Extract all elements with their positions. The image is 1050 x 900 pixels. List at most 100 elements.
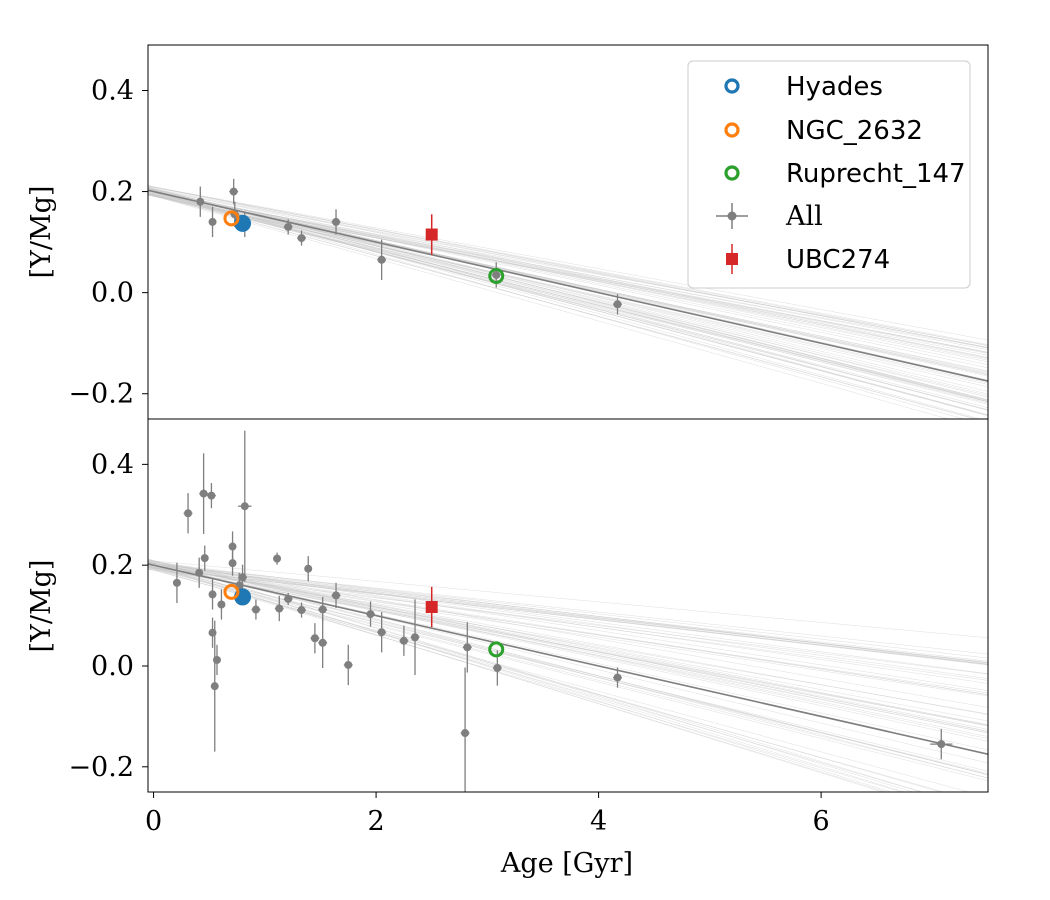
bottom-fit-sample-line: [148, 565, 988, 772]
top-y-axis: −0.2 0.0 0.2 0.4: [68, 75, 148, 410]
bottom-fit-sample-line: [148, 562, 988, 727]
x-axis-label: Age [Gyr]: [500, 848, 633, 879]
top-fit-sample-line: [148, 186, 988, 346]
top-all-point: [613, 294, 622, 315]
bottom-fit-sample-line: [148, 560, 988, 691]
bottom-fit-sample-line: [148, 564, 988, 695]
bottom-fit-sample-line: [148, 567, 988, 715]
bottom-all-point: [613, 667, 622, 688]
bottom-all-point: [930, 728, 953, 760]
top-ruprecht147-marker: [488, 267, 505, 284]
legend-all-marker: [716, 203, 748, 229]
bottom-ngc2632-marker: [223, 583, 240, 600]
bottom-fit-sample-line: [148, 561, 988, 734]
bottom-fit-sample-line: [148, 563, 988, 655]
top-y-axis-label: [Y/Mg]: [26, 186, 57, 279]
bottom-fit-sample-line: [148, 560, 892, 792]
bottom-all-point: [238, 430, 252, 582]
bottom-fit-sample-line: [148, 564, 888, 792]
bottom-fit-sample-line: [148, 559, 988, 726]
legend-ruprecht147-marker: [724, 165, 740, 181]
x-tick-label: 2: [367, 806, 384, 837]
bottom-fit-sample-line: [148, 569, 988, 675]
bottom-all-point: [195, 557, 204, 588]
top-fit-sample-line: [148, 189, 988, 361]
bottom-all-point: [283, 592, 293, 605]
bottom-best-fit-line: [148, 563, 988, 755]
bottom-fit-sample-line: [148, 566, 988, 726]
bottom-ubc274-marker: [425, 586, 438, 628]
bottom-fit-sample-line: [148, 568, 970, 792]
top-all-point: [208, 206, 217, 238]
bottom-all-point: [273, 552, 282, 565]
legend-hyades-label: Hyades: [786, 72, 883, 102]
bottom-fit-samples: [148, 558, 988, 792]
bottom-all-point: [208, 579, 217, 610]
top-fit-sample-line: [148, 188, 988, 348]
top-y-tick-label: 0.2: [91, 177, 134, 208]
bottom-all-point: [318, 617, 328, 669]
bottom-all-point: [304, 556, 313, 582]
bottom-y-tick-label: 0.4: [91, 449, 134, 480]
bottom-fit-sample-line: [148, 561, 988, 742]
legend-all-label: All: [785, 201, 823, 232]
bottom-all-point: [228, 550, 237, 576]
bottom-fit-sample-line: [148, 560, 988, 732]
x-tick-label: 6: [813, 806, 830, 837]
bottom-y-tick-label: 0.2: [91, 550, 134, 581]
bottom-y-axis: −0.2 0.0 0.2 0.4: [68, 449, 148, 783]
top-all-point: [283, 219, 293, 235]
top-all-point: [377, 239, 387, 281]
bottom-all-point: [200, 545, 209, 571]
bottom-x-axis: 0 2 4 6: [145, 792, 830, 837]
bottom-fit-sample-line: [148, 562, 906, 792]
top-y-tick-label: −0.2: [68, 379, 134, 410]
bottom-y-tick-label: 0.0: [91, 651, 134, 682]
bottom-all-point: [274, 595, 284, 622]
legend-ngc2632-marker: [724, 122, 740, 138]
bottom-all-point: [492, 650, 502, 686]
bottom-all-point: [217, 589, 226, 620]
top-all-point: [229, 178, 239, 205]
bottom-fit-sample-line: [148, 567, 988, 694]
bottom-all-point: [297, 602, 306, 618]
bottom-all-point: [212, 644, 221, 676]
bottom-all-point: [377, 612, 387, 653]
legend-ubc274-marker: [726, 244, 738, 274]
top-y-tick-label: 0.4: [91, 75, 134, 106]
bottom-fit-sample-line: [148, 567, 988, 665]
top-data-points: [196, 178, 622, 315]
bottom-all-point: [206, 483, 216, 509]
top-panel: −0.2 0.0 0.2 0.4 [Y/Mg] Hyades NGC_2632 Rup…: [26, 44, 989, 420]
bottom-fit-sample-line: [148, 565, 988, 663]
bottom-all-point: [343, 644, 353, 686]
bottom-fit-sample-line: [148, 560, 988, 639]
x-tick-label: 4: [590, 806, 607, 837]
legend-ngc2632-label: NGC_2632: [786, 116, 923, 146]
top-all-point: [331, 209, 341, 235]
legend-ubc274-label: UBC274: [786, 245, 890, 275]
top-fit-sample-line: [148, 189, 988, 365]
legend: Hyades NGC_2632 Ruprecht_147 All UBC274: [687, 60, 971, 289]
top-ubc274-marker: [425, 214, 438, 255]
top-fit-sample-line: [148, 192, 988, 346]
bottom-all-point: [410, 599, 420, 676]
top-fit-sample-line: [148, 185, 988, 341]
bottom-y-tick-label: −0.2: [68, 752, 134, 783]
bottom-ruprecht147-marker: [488, 641, 505, 658]
x-tick-label: 0: [145, 806, 162, 837]
top-ngc2632-marker: [223, 210, 240, 227]
bottom-fit-sample-line: [148, 561, 988, 737]
bottom-all-point: [460, 667, 470, 792]
legend-box: [687, 60, 971, 289]
bottom-all-point: [199, 453, 209, 534]
bottom-axes-frame: [147, 418, 989, 793]
bottom-all-point: [399, 625, 409, 656]
bottom-fit-sample-line: [148, 559, 988, 708]
legend-ruprecht147-label: Ruprecht_147: [786, 159, 966, 189]
bottom-all-point: [251, 599, 261, 620]
legend-hyades-marker: [724, 78, 740, 94]
bottom-all-point: [331, 582, 341, 609]
